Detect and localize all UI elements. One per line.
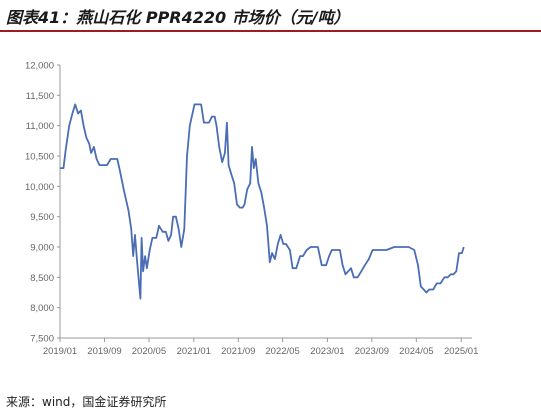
x-tick-label: 2019/01 <box>43 346 77 357</box>
x-tick-label: 2021/01 <box>177 346 211 357</box>
x-tick-label: 2024/05 <box>399 346 433 357</box>
series-line-0 <box>60 103 465 300</box>
y-tick-label: 8,000 <box>30 303 54 314</box>
chart-axes <box>59 65 472 339</box>
source-note: 来源：wind，国金证券研究所 <box>6 395 167 409</box>
y-tick-label: 11,000 <box>26 121 54 132</box>
y-tick-label: 9,500 <box>30 212 54 223</box>
y-tick-label: 11,500 <box>26 91 54 102</box>
y-tick-label: 9,000 <box>30 243 54 254</box>
y-tick-label: 7,500 <box>30 334 54 345</box>
x-tick-label: 2022/05 <box>265 346 299 357</box>
x-tick-label: 2025/01 <box>444 346 478 357</box>
x-tick-label: 2023/09 <box>355 346 389 357</box>
y-tick-label: 12,000 <box>25 61 54 72</box>
y-axis-ticks: 7,500 8,000 8,500 9,000 9,500 10,000 10,500 11,… <box>25 61 60 345</box>
y-tick-label: 8,500 <box>30 273 54 284</box>
price-line-chart: 7,500 8,000 8,500 9,000 9,500 10,000 10,500 11,… <box>25 61 478 358</box>
y-tick-label: 10,500 <box>25 152 54 163</box>
y-tick-label: 10,000 <box>25 182 54 193</box>
x-tick-label: 2019/09 <box>87 346 121 357</box>
x-tick-label: 2023/01 <box>310 346 344 357</box>
series-layer <box>60 103 465 300</box>
x-axis-ticks: 2019/01 2019/09 2020/05 2021/01 2021/09 2022/… <box>43 338 478 357</box>
chart-title: 图表41：燕山石化 PPR4220 市场价（元/吨） <box>6 8 350 27</box>
title-rule <box>0 30 541 32</box>
x-tick-label: 2020/05 <box>132 346 166 357</box>
x-tick-label: 2021/09 <box>221 346 255 357</box>
